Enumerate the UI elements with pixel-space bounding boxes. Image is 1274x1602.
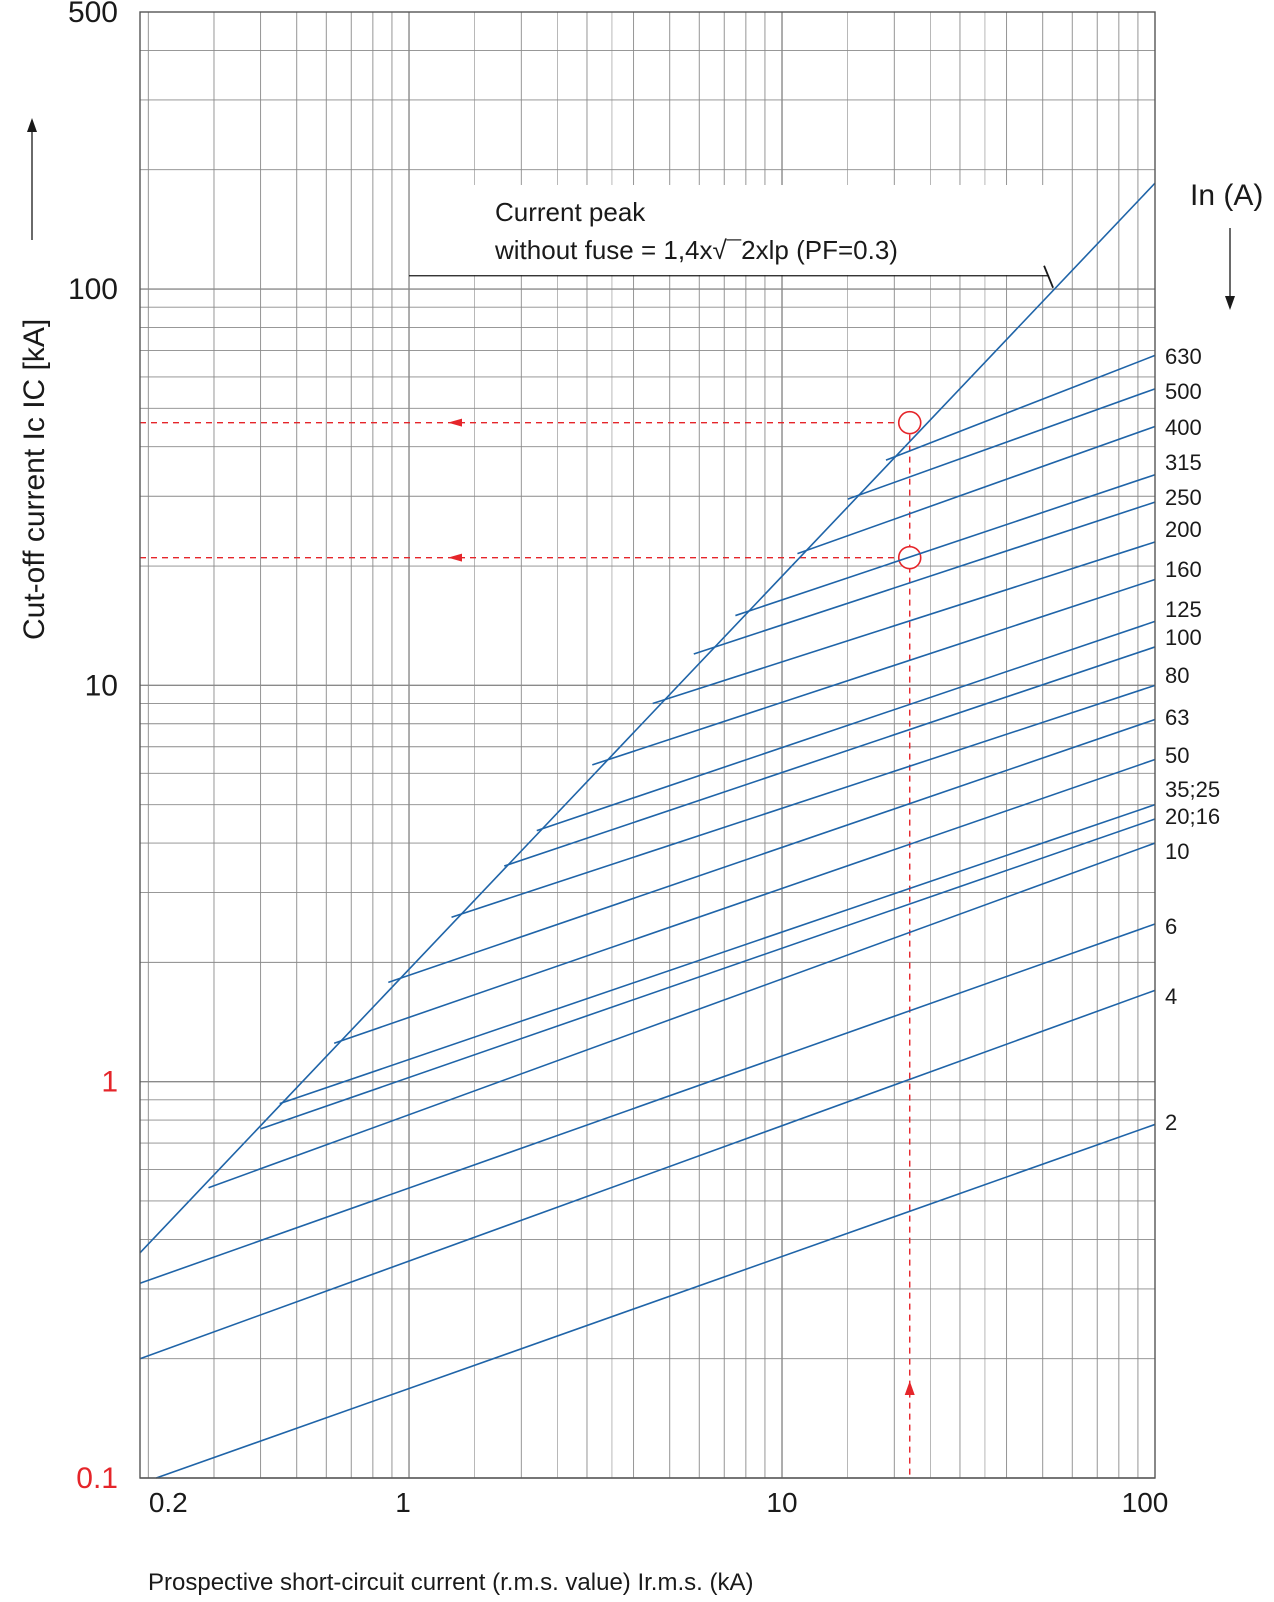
x-tick-label: 100	[1122, 1487, 1169, 1518]
reference-circle	[897, 410, 922, 435]
y-tick-label: 0.1	[76, 1462, 118, 1495]
series-line-50	[333, 758, 1156, 1045]
series-header-arrow-head	[1225, 296, 1235, 310]
series-label-63: 63	[1165, 705, 1189, 730]
series-line-63	[388, 718, 1156, 984]
series-line-10	[208, 842, 1156, 1189]
peak-current-line	[139, 182, 1156, 1254]
series-label-10: 10	[1165, 839, 1189, 864]
y-tick-label: 1	[101, 1066, 118, 1099]
series-label-125: 125	[1165, 597, 1202, 622]
series-header: In (A)	[1190, 179, 1263, 212]
y-tick-label: 500	[68, 0, 118, 29]
reference-arrow-up	[904, 1381, 915, 1395]
y-tick-label: 10	[85, 669, 118, 702]
series-label-6: 6	[1165, 914, 1177, 939]
plot-frame	[139, 11, 1156, 1479]
y-axis-arrow-head	[27, 118, 37, 132]
series-line-2	[155, 1123, 1156, 1479]
series-labels: 630 500 400 315 250 200 160 125 100 80 63 50 35;2520…	[1165, 344, 1220, 1135]
series-line-35-25	[279, 803, 1156, 1105]
reference-arrow-left	[448, 418, 462, 427]
series-line-20-16	[260, 818, 1156, 1130]
series-label-250: 250	[1165, 485, 1202, 510]
x-tick-label: 0.2	[149, 1487, 188, 1518]
series-line-160	[592, 578, 1156, 766]
series-line-500	[847, 388, 1156, 500]
series-label-400: 400	[1165, 415, 1202, 440]
series-label-160: 160	[1165, 557, 1202, 582]
annotation-box	[430, 185, 1060, 275]
series-line-250	[693, 501, 1156, 655]
series-label-500: 500	[1165, 379, 1202, 404]
y-axis-label: Cut-off current Ic IC [kA]	[18, 319, 51, 640]
series-label-80: 80	[1165, 663, 1189, 688]
series-label-20-16: 20;16	[1165, 804, 1220, 829]
tick-labels: 500 100 10 1 0.1 0.2 1 10 100	[68, 0, 1168, 1518]
series-label-35-25: 35;25	[1165, 777, 1220, 802]
series-line-6	[139, 923, 1156, 1285]
x-tick-label: 10	[766, 1487, 797, 1518]
series-line-630	[885, 354, 1156, 461]
series-lines	[139, 182, 1156, 1479]
series-label-630: 630	[1165, 344, 1202, 369]
series-label-200: 200	[1165, 517, 1202, 542]
annotation-line1: Current peak	[495, 197, 646, 227]
annotation-marker	[1043, 265, 1054, 289]
series-label-50: 50	[1165, 743, 1189, 768]
reference-arrow-left	[448, 553, 462, 562]
reference-lines	[140, 410, 922, 1478]
series-label-100: 100	[1165, 625, 1202, 650]
series-line-80	[451, 684, 1156, 918]
series-line-100	[503, 646, 1156, 867]
series-line-4	[139, 989, 1156, 1360]
series-label-315: 315	[1165, 450, 1202, 475]
series-label-2: 2	[1165, 1110, 1177, 1135]
series-label-4: 4	[1165, 984, 1177, 1009]
series-line-400	[797, 425, 1156, 555]
x-axis-label: Prospective short-circuit current (r.m.s…	[148, 1569, 753, 1596]
series-line-125	[536, 620, 1156, 832]
series-line-200	[652, 541, 1156, 705]
x-tick-label: 1	[395, 1487, 411, 1518]
series-line-315	[735, 473, 1156, 617]
annotation-line2: without fuse = 1,4x√¯2xlp (PF=0.3)	[494, 235, 898, 265]
y-tick-label: 100	[68, 273, 118, 306]
